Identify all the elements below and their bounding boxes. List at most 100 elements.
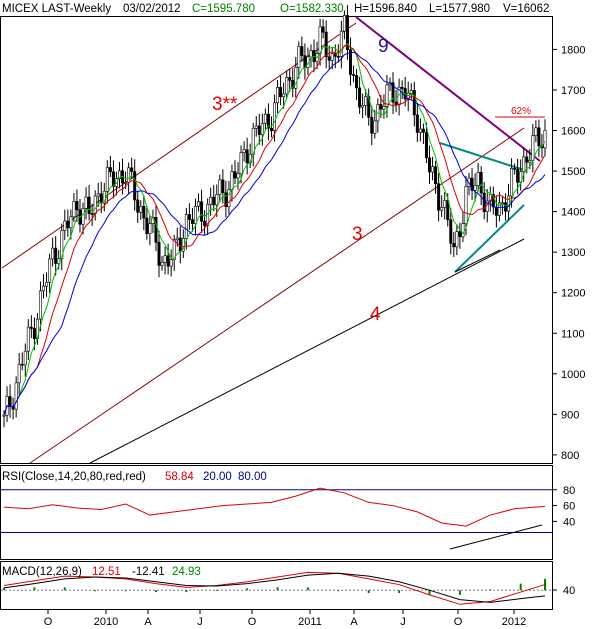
candle-body (102, 190, 106, 204)
macd-histogram-bar (276, 587, 279, 591)
candle-body (160, 262, 164, 266)
candle-body (279, 87, 283, 98)
time-tick-label: J (400, 616, 406, 628)
candle-body (187, 214, 191, 220)
macd-tick-label: 40 (563, 585, 575, 597)
candle-body (431, 166, 435, 173)
macd-histogram-bar (33, 587, 36, 591)
candle-body (452, 243, 456, 248)
triangle-lower-line (454, 204, 525, 273)
candle-body (379, 104, 383, 110)
macd-histogram-bar (489, 589, 492, 591)
candle-body (111, 171, 115, 187)
candle-body (385, 84, 389, 107)
candle-body (300, 46, 304, 56)
candle-body (382, 106, 386, 110)
candle-body (175, 237, 179, 241)
candle-body (14, 382, 18, 410)
candle-body (342, 15, 346, 32)
candle-body (96, 193, 100, 197)
macd-histogram-bar (428, 590, 431, 595)
candle-body (391, 82, 395, 103)
candle-body (87, 196, 91, 214)
candle-body (32, 328, 36, 339)
rsi-lower: 20.00 (203, 471, 232, 483)
candle-body (288, 77, 292, 81)
time-tick-label: O (44, 616, 53, 628)
candle-body (318, 26, 322, 54)
price-tick-label: 1400 (561, 207, 585, 219)
candle-body (124, 181, 128, 184)
candle-body (233, 171, 237, 179)
candle-body (531, 135, 535, 161)
candle-body (105, 167, 109, 192)
rsi-value: 58.84 (165, 471, 194, 483)
candle-body (482, 192, 486, 212)
price-tick-label: 1500 (561, 166, 585, 178)
candle-body (257, 125, 261, 135)
candle-body (327, 56, 331, 61)
rsi-axis: 80 60 40 (1, 485, 575, 533)
candle-body (525, 156, 529, 163)
candle-body (367, 96, 371, 118)
candle-body (17, 363, 21, 384)
candle-body (355, 75, 359, 89)
trendlines (1, 16, 545, 550)
candle-body (190, 219, 194, 224)
macd-axis: 40 (1, 571, 575, 605)
candle-body (42, 285, 46, 292)
candle-body (461, 223, 465, 238)
price-panel-frame (0, 16, 553, 464)
candle-body (333, 53, 337, 57)
macd-histogram-bar (154, 590, 157, 593)
candle-body (23, 350, 27, 366)
candle-body (458, 231, 462, 238)
time-tick-label: 2012 (502, 616, 526, 628)
candle-body (60, 230, 64, 260)
candle-body (428, 157, 432, 173)
price-overlays (2, 5, 547, 428)
candle-body (239, 152, 243, 175)
candle-body (358, 87, 362, 108)
macd-panel-frame (0, 561, 553, 610)
candle-body (364, 96, 368, 106)
ma-mid-line (3, 45, 546, 416)
macd-value: 12.51 (92, 566, 121, 578)
label-3-star: 3** (212, 94, 238, 115)
macd-histogram-bar (458, 590, 461, 595)
candle-body (154, 217, 158, 243)
candle-body (361, 104, 365, 108)
candle-body (193, 205, 197, 224)
macd-histogram-bar (337, 590, 340, 592)
candle-body (224, 192, 228, 207)
macd-histogram: 24.93 (172, 566, 201, 578)
candle-body (29, 326, 33, 329)
candle-body (400, 86, 404, 89)
candle-body (139, 206, 143, 213)
time-tick-label: 2011 (298, 616, 322, 628)
candle-body (437, 183, 441, 211)
candle-body (197, 201, 201, 207)
candle-body (409, 90, 413, 94)
time-tick-label: O (248, 616, 257, 628)
header-date: 03/02/2012 (123, 3, 181, 15)
candle-body (38, 290, 42, 320)
label-4: 4 (370, 304, 381, 325)
macd-histogram-bar (124, 590, 127, 592)
header-volume: V=16062 (503, 3, 549, 15)
chart-header: MICEX LAST-Weekly 03/02/2012 C=1595.780 … (2, 3, 549, 15)
header-high: H=1596.840 (354, 3, 417, 15)
candle-body (446, 200, 450, 221)
candle-body (127, 167, 131, 183)
candle-body (157, 241, 161, 266)
candle-body (455, 231, 459, 248)
label-62-percent: 62% (511, 106, 531, 117)
candle-body (297, 46, 301, 68)
candle-body (440, 207, 444, 211)
candle-body (282, 93, 286, 98)
macd-histogram-bar (3, 587, 5, 591)
candle-body (84, 196, 88, 209)
candle-body (169, 259, 173, 267)
channel-3-star-upper-line (1, 22, 357, 269)
candle-body (145, 217, 149, 234)
